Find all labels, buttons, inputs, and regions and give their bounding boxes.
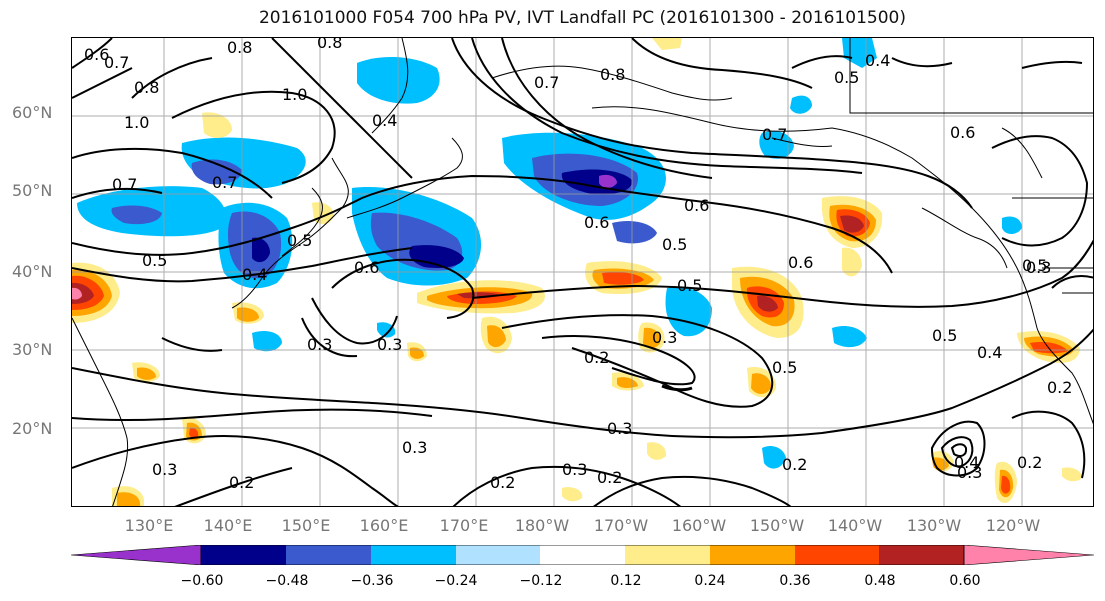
colorbar-tick-label: 0.12 xyxy=(610,573,642,589)
latitude-label: 60°N xyxy=(12,103,53,122)
contour-label: 0.3 xyxy=(152,460,177,479)
contour-label: 0.2 xyxy=(782,455,807,474)
colorbar-tick-label: −0.12 xyxy=(519,573,563,589)
colorbar-segment xyxy=(286,545,371,565)
longitude-label: 150°W xyxy=(749,516,805,535)
colorbar-segment xyxy=(795,545,879,565)
longitude-label: 120°W xyxy=(985,516,1041,535)
colorbar-tick-label: 0.36 xyxy=(779,573,811,589)
colorbar-segment xyxy=(710,545,795,565)
contour-label: 0.3 xyxy=(562,460,587,479)
contour-label: 0.5 xyxy=(772,358,797,377)
contour-label: 0.7 xyxy=(762,125,787,144)
contour-label: 0.5 xyxy=(932,326,957,345)
contour-label: 0.5 xyxy=(1022,256,1047,275)
graticule xyxy=(72,38,1093,506)
colorbar-tick-label: 0.60 xyxy=(949,573,981,589)
contour-label: 0.5 xyxy=(662,235,687,254)
contour-label: 0.4 xyxy=(372,111,397,130)
longitude-label: 170°E xyxy=(439,516,489,535)
colorbar-tick-label: −0.24 xyxy=(434,573,478,589)
contour-label: 0.5 xyxy=(834,68,859,87)
contour-label: 0.4 xyxy=(242,265,267,284)
contour-label: 0.3 xyxy=(607,419,632,438)
contour-label: 0.3 xyxy=(377,335,402,354)
longitude-label: 130°W xyxy=(906,516,962,535)
latitude-label: 40°N xyxy=(12,262,53,281)
colorbar-segment xyxy=(963,545,1094,565)
colorbar-tick-label: −0.60 xyxy=(180,573,224,589)
longitude-label: 140°E xyxy=(203,516,253,535)
contour-label: 0.7 xyxy=(212,173,237,192)
contour-label: 0.3 xyxy=(957,463,982,482)
contour-label: 0.8 xyxy=(317,38,342,52)
contour-labels: 0.6 0.7 0.8 1.0 0.8 0.5 0.4 0.7 1.0 0.8 … xyxy=(84,38,1072,492)
contour-label: 0.6 xyxy=(950,123,975,142)
colorbar-segment xyxy=(625,545,710,565)
map-canvas: 0.6 0.7 0.8 1.0 0.8 0.5 0.4 0.7 1.0 0.8 … xyxy=(72,38,1093,506)
latitude-label: 50°N xyxy=(12,181,53,200)
contour-label: 0.2 xyxy=(490,473,515,492)
map-title: 2016101000 F054 700 hPa PV, IVT Landfall… xyxy=(258,8,906,28)
colorbar-tick-label: 0.48 xyxy=(864,573,896,589)
longitude-label: 140°W xyxy=(827,516,883,535)
contour-label: 0.2 xyxy=(597,468,622,487)
pv-contours xyxy=(72,38,1093,506)
map-panel: 0.6 0.7 0.8 1.0 0.8 0.5 0.4 0.7 1.0 0.8 … xyxy=(71,37,1094,507)
contour-label: 0.6 xyxy=(788,253,813,272)
contour-label: 0.8 xyxy=(227,38,252,57)
colorbar-tick-label: 0.24 xyxy=(694,573,726,589)
contour-label: 0.8 xyxy=(134,78,159,97)
contour-label: 0.6 xyxy=(84,45,109,64)
contour-label: 0.6 xyxy=(584,213,609,232)
longitude-label: 180°W xyxy=(514,516,570,535)
contour-label: 0.4 xyxy=(954,453,979,472)
colorbar-tick-label: −0.36 xyxy=(350,573,394,589)
contour-label: 0.5 xyxy=(677,276,702,295)
colorbar-segment xyxy=(201,545,286,565)
contour-label: 0.7 xyxy=(112,175,137,194)
contour-label: 0.3 xyxy=(307,335,332,354)
longitude-label: 170°W xyxy=(593,516,649,535)
contour-label: 0.3 xyxy=(402,438,427,457)
contour-label: 0.3 xyxy=(652,328,677,347)
contour-label: 1.0 xyxy=(282,85,307,104)
contour-label: 1.0 xyxy=(124,113,149,132)
contour-label: 0.2 xyxy=(1017,453,1042,472)
contour-label: 0.8 xyxy=(600,65,625,84)
contour-label: 0.2 xyxy=(1047,378,1072,397)
longitude-label: 160°E xyxy=(359,516,409,535)
colorbar-segment xyxy=(540,545,625,565)
latitude-label: 30°N xyxy=(12,340,53,359)
longitude-label: 130°E xyxy=(124,516,174,535)
contour-label: 0.2 xyxy=(229,473,254,492)
longitude-label: 160°W xyxy=(671,516,727,535)
contour-label: 0.6 xyxy=(684,196,709,215)
contour-label: 0.3 xyxy=(1026,258,1051,277)
contour-label: 0.5 xyxy=(287,231,312,250)
colorbar-segment xyxy=(71,545,202,565)
colorbar-segment xyxy=(456,545,540,565)
latitude-label: 20°N xyxy=(12,419,53,438)
contour-label: 0.4 xyxy=(977,343,1002,362)
contour-label: 0.6 xyxy=(354,258,379,277)
contour-label: 0.4 xyxy=(865,51,890,70)
colorbar-segment xyxy=(371,545,456,565)
colorbar-segment xyxy=(879,545,964,565)
contour-label: 0.7 xyxy=(104,53,129,72)
pv-anomaly-shading xyxy=(72,38,1082,506)
longitude-label: 150°E xyxy=(281,516,331,535)
contour-label: 0.2 xyxy=(584,348,609,367)
colorbar xyxy=(71,545,1094,565)
contour-label: 0.5 xyxy=(142,251,167,270)
contour-label: 0.7 xyxy=(534,73,559,92)
colorbar-tick-label: −0.48 xyxy=(265,573,309,589)
